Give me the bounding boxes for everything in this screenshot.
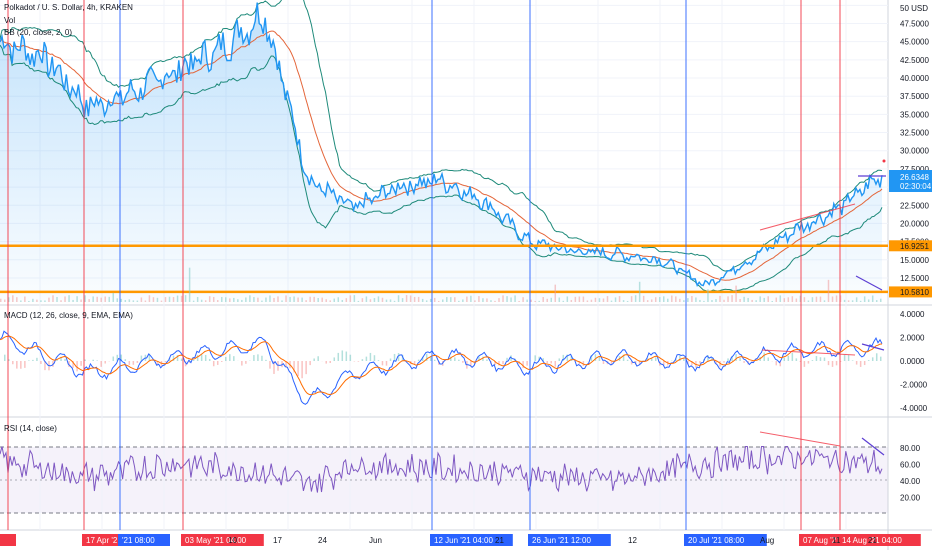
macd-axis-label: -2.0000 bbox=[900, 381, 928, 390]
trendline[interactable] bbox=[855, 275, 883, 291]
time-marker-tag[interactable] bbox=[430, 534, 513, 546]
macd-axis[interactable]: 4.0000 2.0000 0.0000 -2.0000 -4.0000 bbox=[900, 310, 928, 413]
price-axis-label: 20.0000 bbox=[900, 219, 929, 228]
macd-axis-label: 0.0000 bbox=[900, 357, 925, 366]
rsi-axis-label: 80.00 bbox=[900, 444, 921, 453]
trendline-drawings[interactable] bbox=[759, 159, 886, 456]
time-axis[interactable]: Apr '21 00:0017 Apr '21 12:00'21 08:0003… bbox=[0, 534, 921, 546]
price-area bbox=[0, 2, 882, 302]
time-axis-label: 21 bbox=[495, 536, 504, 545]
time-marker-tag[interactable] bbox=[528, 534, 611, 546]
rsi-axis[interactable]: 80.00 60.00 40.00 20.00 bbox=[900, 444, 921, 502]
time-axis-label: 21 bbox=[868, 536, 877, 545]
macd-line[interactable] bbox=[0, 330, 883, 405]
rsi-axis-label: 40.00 bbox=[900, 477, 921, 486]
level-high-value: 16.9251 bbox=[900, 242, 929, 251]
volume-bars bbox=[0, 267, 882, 302]
last-price-tag[interactable]: 26.6348 02:30:04 bbox=[889, 170, 932, 192]
price-axis-top-label: 50 USD bbox=[900, 4, 928, 13]
rsi-axis-label: 20.00 bbox=[900, 493, 921, 502]
price-line[interactable] bbox=[0, 2, 883, 287]
volume-legend[interactable]: Vol bbox=[4, 16, 16, 25]
price-axis-label: 27.5000 bbox=[900, 165, 929, 174]
time-marker-label: 12 Jun '21 04:00 bbox=[434, 536, 493, 545]
time-marker-tag[interactable] bbox=[118, 534, 170, 546]
price-axis-label: 47.5000 bbox=[900, 20, 929, 29]
time-marker-label: 07 Aug '21 bbox=[803, 536, 841, 545]
macd-signal-line[interactable] bbox=[0, 335, 883, 396]
alert-marker[interactable] bbox=[882, 159, 886, 163]
time-axis-label: Aug bbox=[760, 536, 774, 545]
time-marker-label: 26 Jun '21 12:00 bbox=[532, 536, 591, 545]
rsi-legend[interactable]: RSI (14, close) bbox=[4, 424, 57, 433]
trendline[interactable] bbox=[761, 349, 856, 356]
trendline[interactable] bbox=[759, 203, 856, 231]
time-axis-label: 11 bbox=[832, 536, 841, 545]
trendline[interactable] bbox=[861, 343, 885, 351]
time-marker-tag[interactable] bbox=[181, 534, 264, 546]
vertical-markers[interactable] bbox=[7, 0, 841, 530]
symbol-legend[interactable]: Polkadot / U. S. Dollar, 4h, KRAKEN bbox=[4, 3, 133, 12]
price-axis-label: 30.0000 bbox=[900, 147, 929, 156]
price-axis-label: 37.5000 bbox=[900, 92, 929, 101]
last-price-value: 26.6348 bbox=[900, 173, 929, 182]
time-marker-label: 03 May '21 04:00 bbox=[185, 536, 247, 545]
rsi-line[interactable] bbox=[0, 446, 883, 493]
trendline[interactable] bbox=[861, 437, 885, 456]
time-axis-label: Jun bbox=[369, 536, 382, 545]
time-marker-label: 14 Aug '21 04:00 bbox=[842, 536, 902, 545]
level-high-tag[interactable]: 16.9251 bbox=[889, 240, 932, 252]
level-low-value: 10.5810 bbox=[900, 288, 929, 297]
macd-legend[interactable]: MACD (12, 26, close, 9, EMA, EMA) bbox=[4, 311, 133, 320]
time-marker-label: 20 Jul '21 08:00 bbox=[688, 536, 745, 545]
macd-axis-label: -4.0000 bbox=[900, 404, 928, 413]
time-marker-label: '21 08:00 bbox=[122, 536, 155, 545]
price-axis-label: 32.5000 bbox=[900, 129, 929, 138]
time-marker-tag[interactable] bbox=[0, 534, 16, 546]
time-axis-label: 17 bbox=[273, 536, 282, 545]
price-axis-label: 40.0000 bbox=[900, 74, 929, 83]
time-axis-label: 10 bbox=[228, 536, 237, 545]
price-axis-label: 42.5000 bbox=[900, 56, 929, 65]
time-marker-tag[interactable] bbox=[684, 534, 767, 546]
time-axis-label: 12 bbox=[628, 536, 637, 545]
price-axis-label: 35.0000 bbox=[900, 110, 929, 119]
macd-axis-label: 4.0000 bbox=[900, 310, 925, 319]
bb-basis-line[interactable] bbox=[0, 30, 883, 281]
price-axis-label: 45.0000 bbox=[900, 38, 929, 47]
bar-countdown: 02:30:04 bbox=[900, 182, 932, 191]
level-low-tag[interactable]: 10.5810 bbox=[889, 286, 932, 298]
time-marker-label: 17 Apr '21 12:00 bbox=[86, 536, 145, 545]
price-axis-label: 22.5000 bbox=[900, 201, 929, 210]
time-axis-label: 24 bbox=[318, 536, 327, 545]
bb-legend[interactable]: BB (20, close, 2, 0) bbox=[4, 28, 73, 37]
rsi-axis-label: 60.00 bbox=[900, 461, 921, 470]
price-axis-label: 15.0000 bbox=[900, 256, 929, 265]
trendline[interactable] bbox=[759, 431, 841, 447]
time-marker-tag[interactable] bbox=[838, 534, 921, 546]
price-axis-label: 12.5000 bbox=[900, 274, 929, 283]
macd-axis-label: 2.0000 bbox=[900, 333, 925, 342]
